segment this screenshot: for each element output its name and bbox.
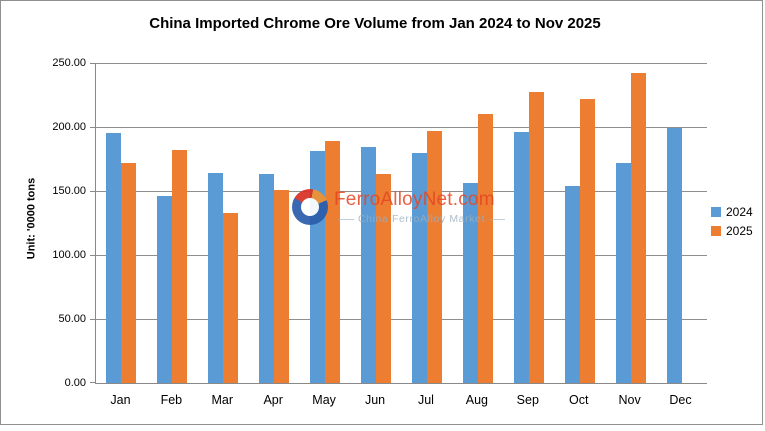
y-tick-label: 200.00	[52, 121, 86, 133]
legend: 2024 2025	[711, 206, 753, 237]
gridline-200	[96, 127, 707, 128]
x-tick-label-mar: Mar	[211, 393, 234, 407]
bar-2024-jun	[361, 147, 377, 383]
y-axis-tick	[90, 382, 96, 383]
gridline-150	[96, 191, 707, 192]
y-tick-label: 150.00	[52, 185, 86, 197]
bar-2025-may	[325, 141, 341, 383]
x-tick-label-aug: Aug	[465, 393, 488, 407]
bar-2025-aug	[477, 114, 493, 383]
bar-2024-apr	[259, 174, 275, 383]
x-tick-label-feb: Feb	[160, 393, 183, 407]
y-axis-tick	[90, 63, 96, 64]
gridline-50	[96, 319, 707, 320]
y-axis-tick	[90, 255, 96, 256]
y-tick-label: 0.00	[64, 377, 86, 389]
gridline-250	[96, 63, 707, 64]
legend-swatch-2025	[711, 226, 721, 236]
bar-2025-nov	[630, 73, 646, 383]
x-tick-label-apr: Apr	[263, 393, 283, 407]
x-tick-label-jan: Jan	[110, 393, 131, 407]
legend-item-2024: 2024	[711, 206, 753, 218]
gridline-100	[96, 255, 707, 256]
y-axis-tick	[90, 191, 96, 192]
bar-2025-jul	[426, 130, 442, 383]
bar-2024-jul	[411, 152, 427, 383]
y-axis-tick	[90, 127, 96, 128]
bar-2024-feb	[157, 196, 173, 383]
bar-2024-mar	[208, 173, 224, 383]
bar-2024-sep	[513, 132, 529, 383]
x-tick-label-dec: Dec	[669, 393, 692, 407]
x-tick-label-jun: Jun	[364, 393, 386, 407]
y-tick-label: 100.00	[52, 249, 86, 261]
bar-2024-dec	[666, 128, 682, 383]
x-tick-label-sep: Sep	[516, 393, 539, 407]
bar-2024-jan	[106, 133, 122, 383]
bar-2025-feb	[172, 150, 188, 383]
legend-swatch-2024	[711, 207, 721, 217]
bar-2024-nov	[615, 162, 631, 383]
legend-label-2024: 2024	[726, 205, 753, 219]
chart-title: China Imported Chrome Ore Volume from Ja…	[149, 15, 601, 32]
x-tick-label-jul: Jul	[417, 393, 434, 407]
bar-2024-oct	[564, 185, 580, 383]
bar-2025-jan	[121, 162, 137, 383]
bar-2025-oct	[579, 98, 595, 383]
y-axis-tick	[90, 319, 96, 320]
bar-2025-sep	[528, 92, 544, 383]
bar-2024-may	[310, 151, 326, 383]
y-tick-label: 50.00	[58, 313, 86, 325]
bar-2024-aug	[462, 183, 478, 383]
x-tick-label-may: May	[312, 393, 336, 407]
bar-2025-mar	[223, 212, 239, 383]
bar-2025-jun	[376, 174, 392, 383]
legend-label-2025: 2025	[726, 224, 753, 238]
x-tick-label-oct: Oct	[568, 393, 589, 407]
bar-2025-apr	[274, 189, 290, 383]
y-tick-label: 250.00	[52, 57, 86, 69]
y-axis-title: Unit: '0000 tons	[25, 177, 38, 260]
x-tick-label-nov: Nov	[618, 393, 641, 407]
legend-item-2025: 2025	[711, 225, 753, 237]
plot-area	[90, 63, 707, 384]
